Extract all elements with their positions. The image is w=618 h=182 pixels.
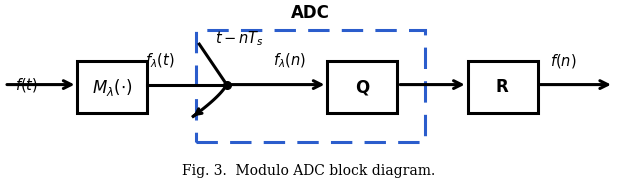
Bar: [467, 62, 538, 114]
Text: Fig. 3.  Modulo ADC block diagram.: Fig. 3. Modulo ADC block diagram.: [182, 164, 436, 178]
Text: $f_{\lambda}(n)$: $f_{\lambda}(n)$: [273, 52, 306, 70]
Bar: [196, 30, 425, 142]
Text: $\mathbf{Q}$: $\mathbf{Q}$: [355, 78, 370, 97]
Text: $t - nT_s$: $t - nT_s$: [214, 29, 263, 48]
Text: $f_{\lambda}(t)$: $f_{\lambda}(t)$: [145, 52, 174, 70]
Text: $f(t)$: $f(t)$: [15, 76, 38, 94]
Text: $\mathbf{R}$: $\mathbf{R}$: [496, 79, 510, 96]
Bar: [328, 62, 397, 114]
Bar: [77, 62, 148, 114]
Text: $f(n)$: $f(n)$: [550, 52, 577, 70]
Text: ADC: ADC: [291, 5, 330, 22]
Text: $M_{\lambda}(\cdot)$: $M_{\lambda}(\cdot)$: [92, 77, 133, 98]
